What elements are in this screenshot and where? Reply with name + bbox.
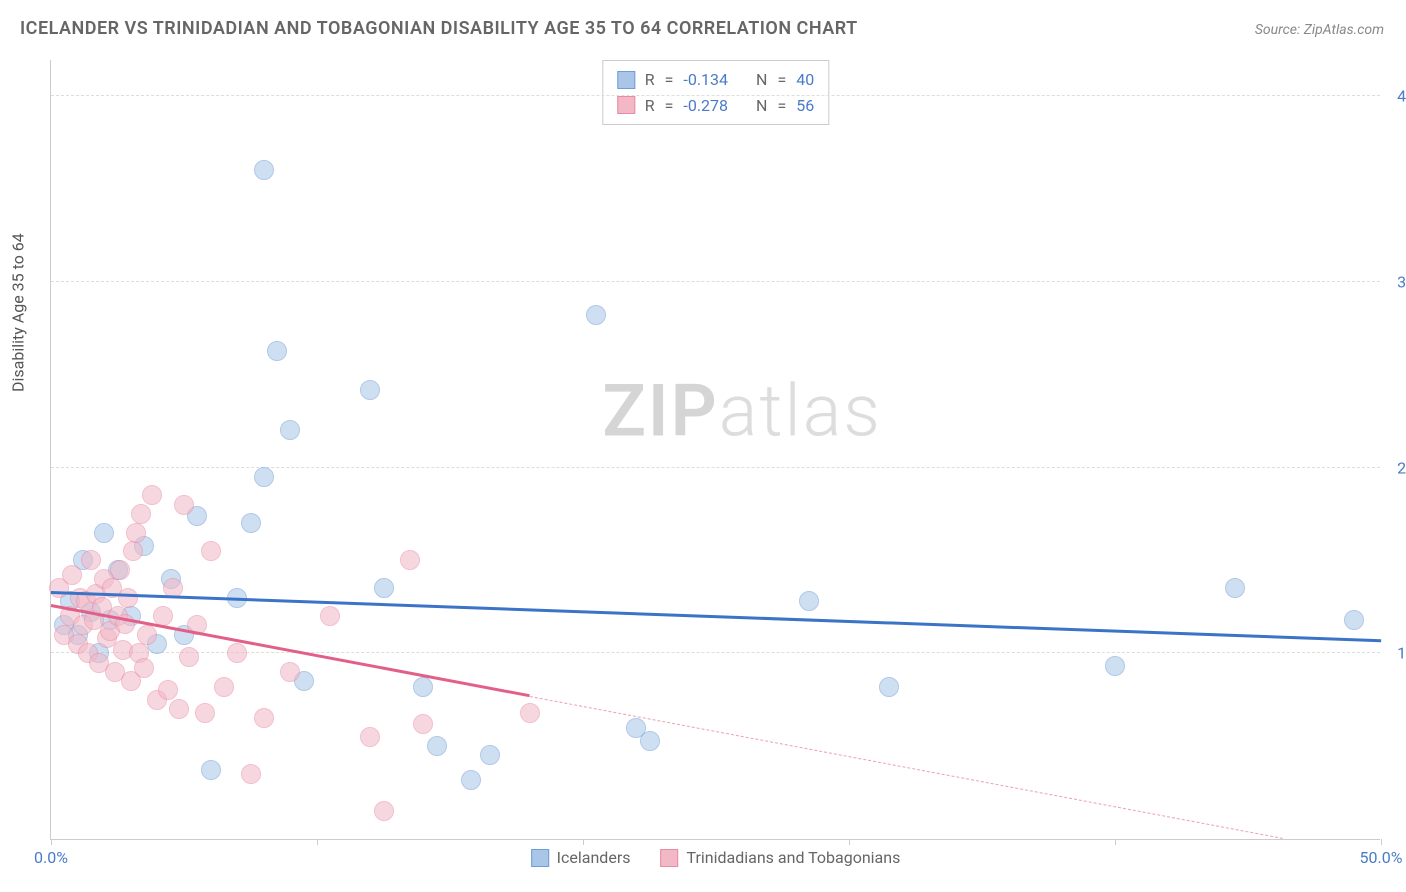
scatter-point <box>227 643 247 663</box>
eq-1b: = <box>777 67 786 93</box>
watermark-atlas: atlas <box>719 368 882 453</box>
eq-2b: = <box>777 93 786 119</box>
eq-2: = <box>665 93 674 119</box>
scatter-point <box>520 703 540 723</box>
regression-line <box>530 696 1283 839</box>
ytick-label: 20.0% <box>1385 458 1406 477</box>
xtick <box>1115 839 1116 845</box>
scatter-point <box>81 550 101 570</box>
n-value-2: 56 <box>796 93 814 119</box>
legend-label-1: Icelanders <box>557 848 631 867</box>
n-value-1: 40 <box>796 67 814 93</box>
legend-swatch-2 <box>660 849 678 867</box>
scatter-point <box>413 677 433 697</box>
scatter-point <box>799 591 819 611</box>
bottom-legend: Icelanders Trinidadians and Tobagonians <box>531 848 901 867</box>
scatter-point <box>400 550 420 570</box>
scatter-point <box>254 467 274 487</box>
scatter-point <box>134 658 154 678</box>
legend-label-2: Trinidadians and Tobagonians <box>686 848 900 867</box>
scatter-point <box>241 764 261 784</box>
scatter-point <box>879 677 899 697</box>
eq-1: = <box>665 67 674 93</box>
legend-item-1: Icelanders <box>531 848 631 867</box>
scatter-point <box>126 523 146 543</box>
ytick-label: 30.0% <box>1385 272 1406 291</box>
scatter-point <box>640 731 660 751</box>
legend-swatch-1 <box>531 849 549 867</box>
scatter-point <box>201 760 221 780</box>
stats-row-2: R = -0.278 N = 56 <box>617 93 814 119</box>
scatter-point <box>94 523 114 543</box>
scatter-point <box>1105 656 1125 676</box>
watermark-zip: ZIP <box>602 368 718 453</box>
r-label-1: R <box>645 67 655 93</box>
swatch-series-2 <box>617 96 635 114</box>
y-axis-label: Disability Age 35 to 64 <box>9 233 28 392</box>
gridline <box>51 281 1380 282</box>
scatter-point <box>360 380 380 400</box>
scatter-point <box>131 504 151 524</box>
n-label-2: N <box>756 93 767 119</box>
scatter-point <box>169 699 189 719</box>
legend-item-2: Trinidadians and Tobagonians <box>660 848 900 867</box>
xtick <box>1381 839 1382 845</box>
regression-line <box>51 591 1381 642</box>
stats-legend: R = -0.134 N = 40 R = -0.278 N = 56 <box>602 60 829 125</box>
scatter-point <box>1344 610 1364 630</box>
source-label: Source: ZipAtlas.com <box>1255 22 1384 38</box>
scatter-point <box>201 541 221 561</box>
plot-area: ZIPatlas R = -0.134 N = 40 R = -0.278 N … <box>50 60 1380 840</box>
scatter-point <box>360 727 380 747</box>
scatter-point <box>280 662 300 682</box>
chart-title: ICELANDER VS TRINIDADIAN AND TOBAGONIAN … <box>20 18 858 39</box>
ytick-label: 10.0% <box>1385 644 1406 663</box>
scatter-point <box>1225 578 1245 598</box>
r-label-2: R <box>645 93 655 119</box>
scatter-point <box>195 703 215 723</box>
gridline <box>51 652 1380 653</box>
xtick <box>317 839 318 845</box>
watermark: ZIPatlas <box>602 368 882 453</box>
scatter-point <box>413 714 433 734</box>
scatter-point <box>179 647 199 667</box>
scatter-point <box>214 677 234 697</box>
scatter-point <box>137 625 157 645</box>
scatter-point <box>374 578 394 598</box>
swatch-series-1 <box>617 71 635 89</box>
scatter-point <box>158 680 178 700</box>
scatter-point <box>174 495 194 515</box>
scatter-point <box>123 541 143 561</box>
scatter-point <box>427 736 447 756</box>
scatter-point <box>280 420 300 440</box>
xtick <box>51 839 52 845</box>
scatter-point <box>267 341 287 361</box>
xtick-label: 50.0% <box>1360 848 1403 867</box>
scatter-point <box>142 485 162 505</box>
scatter-point <box>62 565 82 585</box>
scatter-point <box>254 160 274 180</box>
scatter-point <box>118 588 138 608</box>
scatter-point <box>586 305 606 325</box>
scatter-point <box>254 708 274 728</box>
scatter-point <box>480 745 500 765</box>
r-value-2: -0.278 <box>683 93 728 119</box>
scatter-point <box>241 513 261 533</box>
stats-row-1: R = -0.134 N = 40 <box>617 67 814 93</box>
scatter-point <box>374 801 394 821</box>
xtick <box>583 839 584 845</box>
scatter-point <box>110 560 130 580</box>
scatter-point <box>320 606 340 626</box>
scatter-point <box>461 770 481 790</box>
r-value-1: -0.134 <box>683 67 728 93</box>
xtick <box>849 839 850 845</box>
ytick-label: 40.0% <box>1385 87 1406 106</box>
gridline <box>51 95 1380 96</box>
gridline <box>51 467 1380 468</box>
xtick-label: 0.0% <box>34 848 68 867</box>
n-label-1: N <box>756 67 767 93</box>
